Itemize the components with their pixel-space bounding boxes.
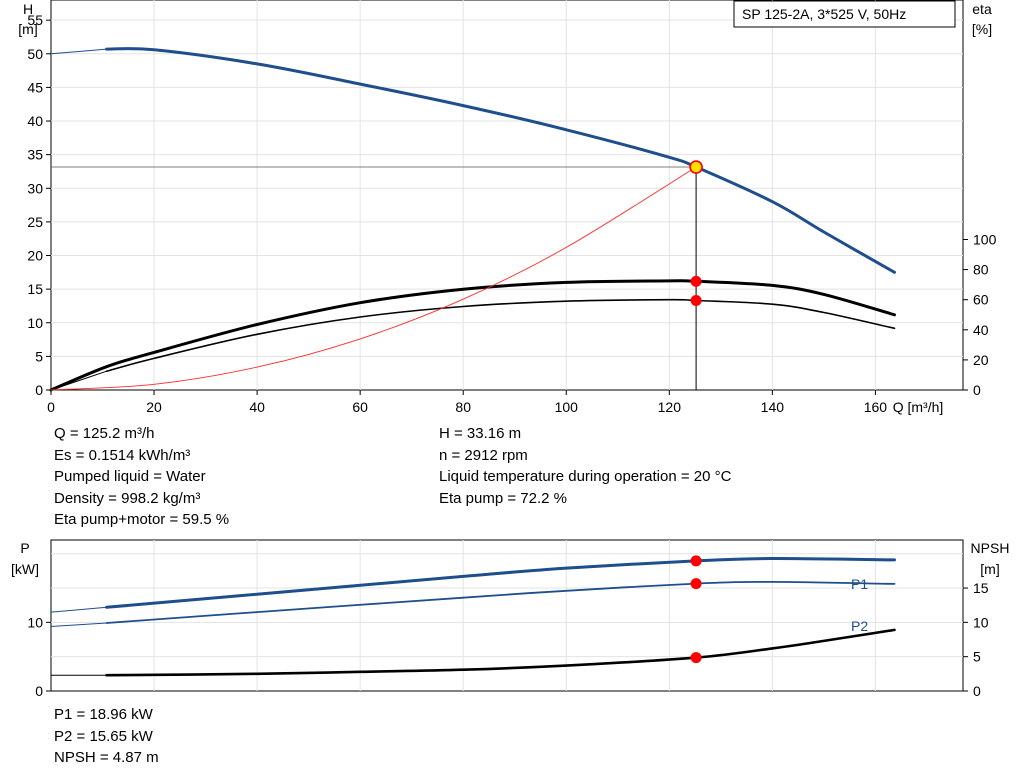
power-axis-unit: [kW]	[11, 561, 39, 577]
bottom-grid	[51, 540, 963, 691]
flow-tick-label: 140	[761, 399, 785, 415]
power-info: P1 = 18.96 kW P2 = 15.65 kW NPSH = 4.87 …	[54, 704, 159, 769]
model-label-box	[733, 0, 956, 28]
info-flow: Q = 125.2 m³/h	[54, 425, 155, 442]
npsh-tick-label: 0	[973, 683, 981, 699]
info-liquid-temperature: Liquid temperature during operation = 20…	[439, 468, 732, 485]
head-tick-label: 35	[27, 147, 43, 163]
flow-tick-label: 80	[455, 399, 471, 415]
p1-curve-extrapolation	[50, 606, 107, 613]
head-tick-label: 5	[35, 348, 43, 364]
p2-series-label: P2	[851, 618, 868, 634]
npsh-marker	[690, 652, 702, 664]
top-grid	[51, 0, 963, 390]
p1-marker	[690, 555, 702, 567]
top-series-layer	[49, 47, 896, 392]
head-tick-label: 45	[27, 79, 43, 95]
p1-series-label: P1	[851, 576, 868, 592]
info-eta-pump-motor: Eta pump+motor = 59.5 %	[54, 511, 230, 528]
flow-tick-label: 0	[47, 399, 55, 415]
npsh-tick-label: 15	[973, 580, 989, 596]
bottom-series-layer: P1 P2	[50, 555, 896, 677]
eta-pump-marker	[690, 275, 702, 287]
top-ticks: 0 5 10 15 20 25 30 35 40 45 50 55 0 20 40 60 80 100 0 20 40 6…	[27, 12, 996, 415]
duty-point-marker	[689, 160, 703, 174]
flow-tick-label: 40	[249, 399, 265, 415]
head-tick-label: 50	[27, 46, 43, 62]
eta-pump-motor-curve	[105, 298, 896, 372]
eta-tick-label: 100	[973, 232, 997, 248]
bottom-plot-area	[50, 539, 964, 692]
info-density: Density = 998.2 kg/m³	[54, 489, 201, 507]
info-eta-pump: Eta pump = 72.2 %	[439, 489, 567, 507]
info-speed: n = 2912 rpm	[439, 446, 528, 464]
system-curve	[50, 166, 697, 391]
p1-curve	[105, 556, 896, 609]
head-tick-label: 20	[27, 248, 43, 264]
flow-tick-label: 60	[352, 399, 368, 415]
npsh-tick-label: 10	[973, 614, 989, 630]
eta-axis-unit: [%]	[972, 21, 992, 37]
power-tick-label: 10	[27, 614, 43, 630]
npsh-tick-label: 5	[973, 649, 981, 665]
model-label: SP 125-2A, 3*525 V, 50Hz	[742, 6, 906, 22]
eta-tick-label: 0	[973, 382, 981, 398]
head-axis-unit: [m]	[18, 21, 37, 37]
head-tick-label: 30	[27, 180, 43, 196]
info-npsh: NPSH = 4.87 m	[54, 749, 159, 766]
p2-marker	[690, 578, 702, 590]
top-plot-area	[50, 0, 964, 391]
head-curve-extrapolation	[50, 48, 107, 55]
power-tick-label: 0	[35, 683, 43, 699]
duty-info-right: H = 33.16 m n = 2912 rpm Liquid temperat…	[439, 423, 731, 509]
head-tick-label: 10	[27, 315, 43, 331]
head-axis-name: H	[23, 1, 33, 17]
npsh-curve	[105, 628, 896, 677]
flow-tick-label: 160	[864, 399, 888, 415]
flow-tick-label: 100	[555, 399, 579, 415]
power-axis-name: P	[20, 540, 29, 556]
head-tick-label: 55	[27, 12, 43, 28]
head-tick-label: 40	[27, 113, 43, 129]
eta-pump-motor-marker	[690, 294, 702, 306]
flow-tick-label: 120	[658, 399, 682, 415]
eta-tick-label: 60	[973, 292, 989, 308]
info-pumped-liquid: Pumped liquid = Water	[54, 468, 206, 485]
flow-tick-label: 20	[146, 399, 162, 415]
head-curve	[105, 47, 896, 274]
info-head: H = 33.16 m	[439, 425, 522, 442]
info-p1: P1 = 18.96 kW	[54, 706, 153, 723]
p2-curve-extrapolation	[50, 622, 107, 627]
eta-tick-label: 20	[973, 352, 989, 368]
duty-info-left: Q = 125.2 m³/h Es = 0.1514 kWh/m³ Pumped…	[54, 423, 229, 531]
info-specific-energy: Es = 0.1514 kWh/m³	[54, 446, 191, 464]
info-p2: P2 = 15.65 kW	[54, 727, 153, 745]
eta-pump-curve	[49, 279, 896, 392]
npsh-axis-name: NPSH	[971, 540, 1010, 556]
bottom-ticks: 0 10 0 5 10 15	[27, 580, 988, 699]
flow-axis-label: Q [m³/h]	[893, 399, 944, 415]
p2-curve	[105, 580, 896, 624]
npsh-axis-unit: [m]	[980, 561, 999, 577]
head-tick-label: 15	[27, 281, 43, 297]
eta-axis-name: eta	[972, 1, 992, 17]
eta-tick-label: 80	[973, 262, 989, 278]
eta-tick-label: 40	[973, 322, 989, 338]
head-tick-label: 25	[27, 214, 43, 230]
head-tick-label: 0	[35, 382, 43, 398]
